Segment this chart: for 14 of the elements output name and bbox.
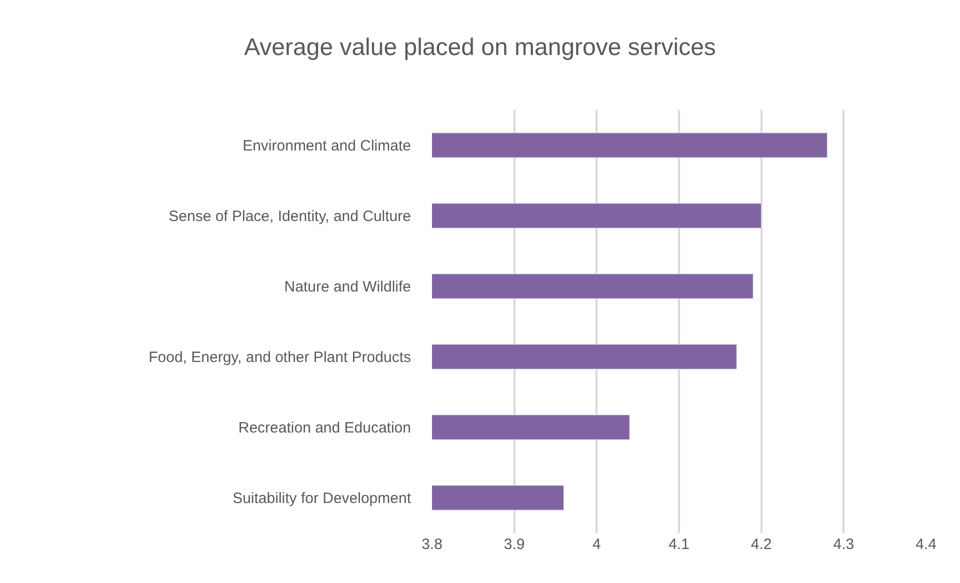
x-tick-label: 4.3 [833, 536, 854, 553]
y-tick-label: Food, Energy, and other Plant Products [148, 349, 411, 366]
x-tick-label: 3.9 [504, 536, 525, 553]
y-tick-label: Suitability for Development [232, 490, 412, 507]
x-tick-label: 4 [592, 536, 601, 553]
x-tick-label: 3.8 [422, 536, 442, 553]
chart-title: Average value placed on mangrove services [244, 34, 716, 62]
y-tick-label: Sense of Place, Identity, and Culture [168, 208, 411, 225]
x-tick-label: 4.1 [668, 536, 690, 553]
x-tick-label: 4.4 [916, 536, 936, 553]
y-tick-label: Nature and Wildlife [284, 278, 411, 296]
y-tick-label: Recreation and Education [238, 420, 411, 436]
x-tick-label: 4.2 [750, 536, 772, 553]
y-tick-label: Environment and Climate [242, 138, 411, 154]
